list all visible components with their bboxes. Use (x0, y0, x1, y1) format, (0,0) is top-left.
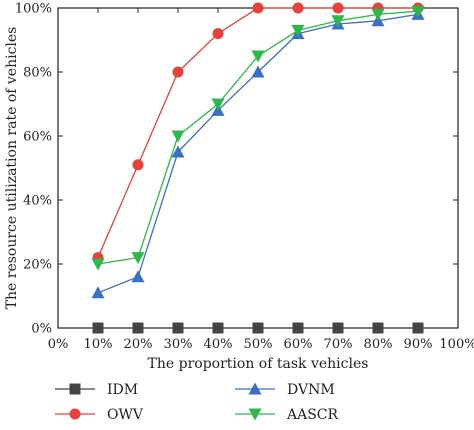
x-tick-label: 40% (204, 337, 233, 352)
data-point-dvnm (171, 145, 185, 158)
legend-item-idm: IDM (55, 382, 138, 398)
legend-label: OWV (107, 407, 144, 423)
legend: IDM OWV DVNM AASCR (55, 382, 339, 423)
data-point-owv (292, 2, 304, 14)
x-axis-title: The proportion of task vehicles (148, 356, 369, 372)
x-tick-label: 60% (284, 337, 313, 352)
legend-marker (69, 408, 81, 420)
data-point-dvnm (91, 286, 105, 299)
legend-label: DVNM (287, 382, 335, 398)
data-point-aascr (131, 252, 145, 265)
data-point-aascr (371, 8, 385, 21)
legend-item-owv: OWV (55, 407, 144, 423)
data-point-idm (372, 322, 384, 334)
x-tick-label: 30% (164, 337, 193, 352)
x-tick-label: 0% (48, 337, 69, 352)
legend-marker (248, 408, 262, 421)
data-point-owv (172, 66, 184, 78)
y-tick-label: 80% (23, 66, 52, 81)
y-tick-label: 40% (23, 194, 52, 209)
series-line-aascr (97, 10, 419, 265)
data-point-idm (252, 322, 264, 334)
data-point-idm (292, 322, 304, 334)
data-point-dvnm (251, 65, 265, 78)
series-line-owv (97, 7, 418, 258)
data-point-idm (332, 322, 344, 334)
data-point-idm (132, 322, 144, 334)
data-point-aascr (91, 258, 105, 271)
data-point-aascr (251, 50, 265, 63)
data-point-aascr (331, 15, 345, 28)
x-tick-label: 70% (324, 337, 353, 352)
x-tick-label: 20% (124, 337, 153, 352)
y-axis-title: The resource utilization rate of vehicle… (4, 27, 20, 310)
series-layer (91, 2, 425, 334)
axes: 0% 10% 20% 30% 40% 50% 60% 70% 80% 90% 100% 0% 20% 40… (4, 2, 474, 373)
series-aascr (91, 5, 425, 271)
data-point-owv (212, 28, 224, 40)
legend-label: AASCR (286, 407, 339, 423)
data-point-aascr (411, 5, 425, 18)
y-tick-label: 0% (31, 322, 52, 337)
x-tick-label: 10% (84, 337, 113, 352)
legend-item-dvnm: DVNM (235, 382, 335, 398)
x-tick-label: 50% (244, 337, 273, 352)
legend-marker (248, 382, 262, 395)
data-point-idm (92, 322, 104, 334)
x-tick-label: 90% (404, 337, 433, 352)
series-idm (92, 322, 424, 334)
y-tick-label: 100% (15, 2, 52, 17)
data-point-owv (252, 2, 264, 14)
data-point-aascr (211, 98, 225, 111)
data-point-aascr (291, 24, 305, 37)
data-point-idm (172, 322, 184, 334)
x-tick-label: 80% (364, 337, 393, 352)
data-point-aascr (171, 130, 185, 143)
legend-marker (69, 383, 81, 395)
series-owv (92, 2, 424, 264)
data-point-owv (332, 2, 344, 14)
data-point-idm (212, 322, 224, 334)
data-point-dvnm (131, 270, 145, 283)
y-tick-label: 60% (23, 130, 52, 145)
legend-item-aascr: AASCR (235, 407, 339, 423)
legend-label: IDM (107, 382, 138, 398)
data-point-idm (412, 322, 424, 334)
y-tick-label: 20% (23, 258, 52, 273)
x-tick-label: 100% (439, 337, 474, 352)
data-point-owv (132, 159, 144, 171)
